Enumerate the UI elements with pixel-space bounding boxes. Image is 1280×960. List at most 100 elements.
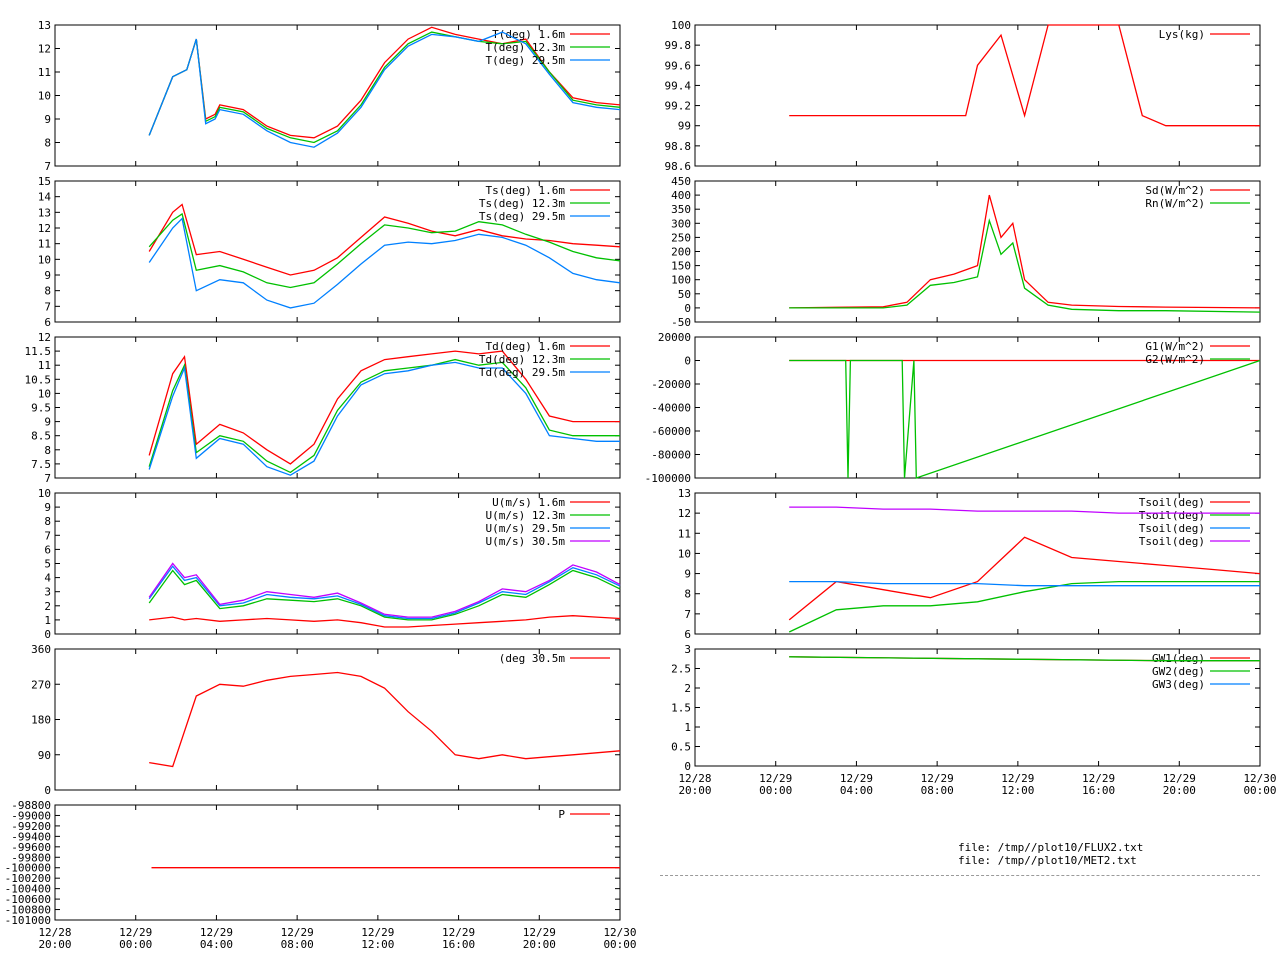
y-tick-label: -99800 [11,851,51,864]
series-line [148,212,621,289]
y-tick-label: 9 [44,501,51,514]
x-tick-label: 00:00 [603,938,636,951]
y-tick-label: 13 [678,487,691,500]
y-tick-label: -80000 [651,449,691,462]
x-tick-label: 12/29 [281,926,314,939]
x-tick-label: 20:00 [38,938,71,951]
y-tick-label: -60000 [651,425,691,438]
x-tick-label: 16:00 [1082,784,1115,797]
y-tick-label: 180 [31,714,51,727]
y-tick-label: 3 [44,586,51,599]
x-tick-label: 16:00 [442,938,475,951]
x-tick-label: 12/29 [1001,772,1034,785]
y-tick-label: 0.5 [671,741,691,754]
y-tick-label: -40000 [651,402,691,415]
y-tick-label: 11 [38,66,51,79]
y-tick-label: 400 [671,189,691,202]
y-tick-label: -50 [671,316,691,329]
y-tick-label: 7 [684,608,691,621]
x-tick-label: 20:00 [1163,784,1196,797]
y-tick-label: -100800 [5,904,51,917]
x-tick-label: 12/29 [1163,772,1196,785]
y-tick-label: 10.5 [25,373,52,386]
x-tick-label: 12/29 [921,772,954,785]
y-tick-label: 8 [684,588,691,601]
file-label-met: file: /tmp//plot10/MET2.txt [958,854,1137,867]
y-tick-label: 8.5 [31,430,51,443]
y-tick-label: 8 [44,444,51,457]
legend-label: T(deg) 1.6m [492,28,565,41]
y-tick-label: 0 [684,302,691,315]
legend-label: U(m/s) 12.3m [486,509,566,522]
y-tick-label: -100200 [5,872,51,885]
plot-frame [54,180,621,323]
series-line [148,569,621,621]
y-tick-label: 8 [44,137,51,150]
x-tick-label: 12/29 [840,772,873,785]
y-tick-label: 7 [44,300,51,313]
panel-lysimeter: 98.6 98.8 99 99.2 99.4 99.6 99.8 100 Lys(kg) [665,19,1261,173]
file-label-flux: file: /tmp//plot10/FLUX2.txt [958,841,1144,854]
panel-pressure: -101000-100800-100600-100400-100200-1000… [5,799,637,951]
y-tick-label: 3 [684,643,691,656]
y-tick-label: 10 [38,487,51,500]
x-tick-label: 12/29 [442,926,475,939]
legend-label: Ts(deg) 29.5m [479,210,565,223]
legend-label: Tsoil(deg) [1139,509,1205,522]
x-tick-label: 12/28 [38,926,71,939]
separator-line [660,875,1260,876]
y-tick-label: 98.6 [665,160,692,173]
y-tick-label: 9 [44,416,51,429]
y-tick-label: 0 [44,628,51,641]
series-line [148,217,621,309]
y-tick-label: -99200 [11,820,51,833]
series-line [148,358,620,474]
y-tick-label: 14 [38,191,52,204]
y-tick-label: 0 [684,760,691,773]
legend-label: Rn(W/m^2) [1145,197,1205,210]
y-tick-label: 1.5 [671,702,691,715]
y-tick-label: -101000 [5,914,51,927]
legend-label: Td(deg) 1.6m [486,340,566,353]
y-tick-label: 450 [671,175,691,188]
x-tick-label: 12:00 [1001,784,1034,797]
y-tick-label: 8 [44,285,51,298]
y-tick-label: 6 [44,316,51,329]
y-tick-label: 11 [38,238,51,251]
series-line [789,506,1260,514]
y-tick-label: 99.2 [665,100,692,113]
legend-label: GW1(deg) [1152,652,1205,665]
x-tick-label: 12/29 [1082,772,1115,785]
panel-ground-water: 0 0.5 1 1.5 2 2.5 3 GW1(deg)GW2(deg)GW3(deg) 12/… [671,643,1276,797]
y-tick-label: -99000 [11,809,51,822]
y-tick-label: 200 [671,246,691,259]
y-tick-label: 9 [44,113,51,126]
legend-label: Tsoil(deg) [1139,522,1205,535]
y-tick-label: 100 [671,19,691,32]
x-tick-label: 12/30 [1243,772,1276,785]
panel-wind-direction: 0 90 180 270 360 (deg 30.5m [31,643,621,797]
y-tick-label: 0 [44,784,51,797]
legend-label: P [558,808,565,821]
x-tick-label: 08:00 [921,784,954,797]
series-line [789,359,1261,479]
y-tick-label: -98800 [11,799,51,812]
x-tick-label: 12/30 [603,926,636,939]
y-tick-label: 12 [678,507,691,520]
y-tick-label: 6 [684,628,691,641]
x-tick-label: 12:00 [361,938,394,951]
y-tick-label: 12 [38,43,51,56]
y-tick-label: 2.5 [671,663,691,676]
y-tick-label: 11 [38,359,51,372]
legend-label: T(deg) 12.3m [486,41,566,54]
legend-label: G2(W/m^2) [1145,353,1205,366]
y-tick-label: 90 [38,749,51,762]
y-tick-label: 150 [671,260,691,273]
panel-soil-temperature: 678910111213Tsoil(deg)Tsoil(deg)Tsoil(de… [678,487,1261,641]
x-tick-label: 20:00 [678,784,711,797]
x-tick-label: 20:00 [523,938,556,951]
x-tick-label: 04:00 [200,938,233,951]
series-line [789,218,1261,313]
